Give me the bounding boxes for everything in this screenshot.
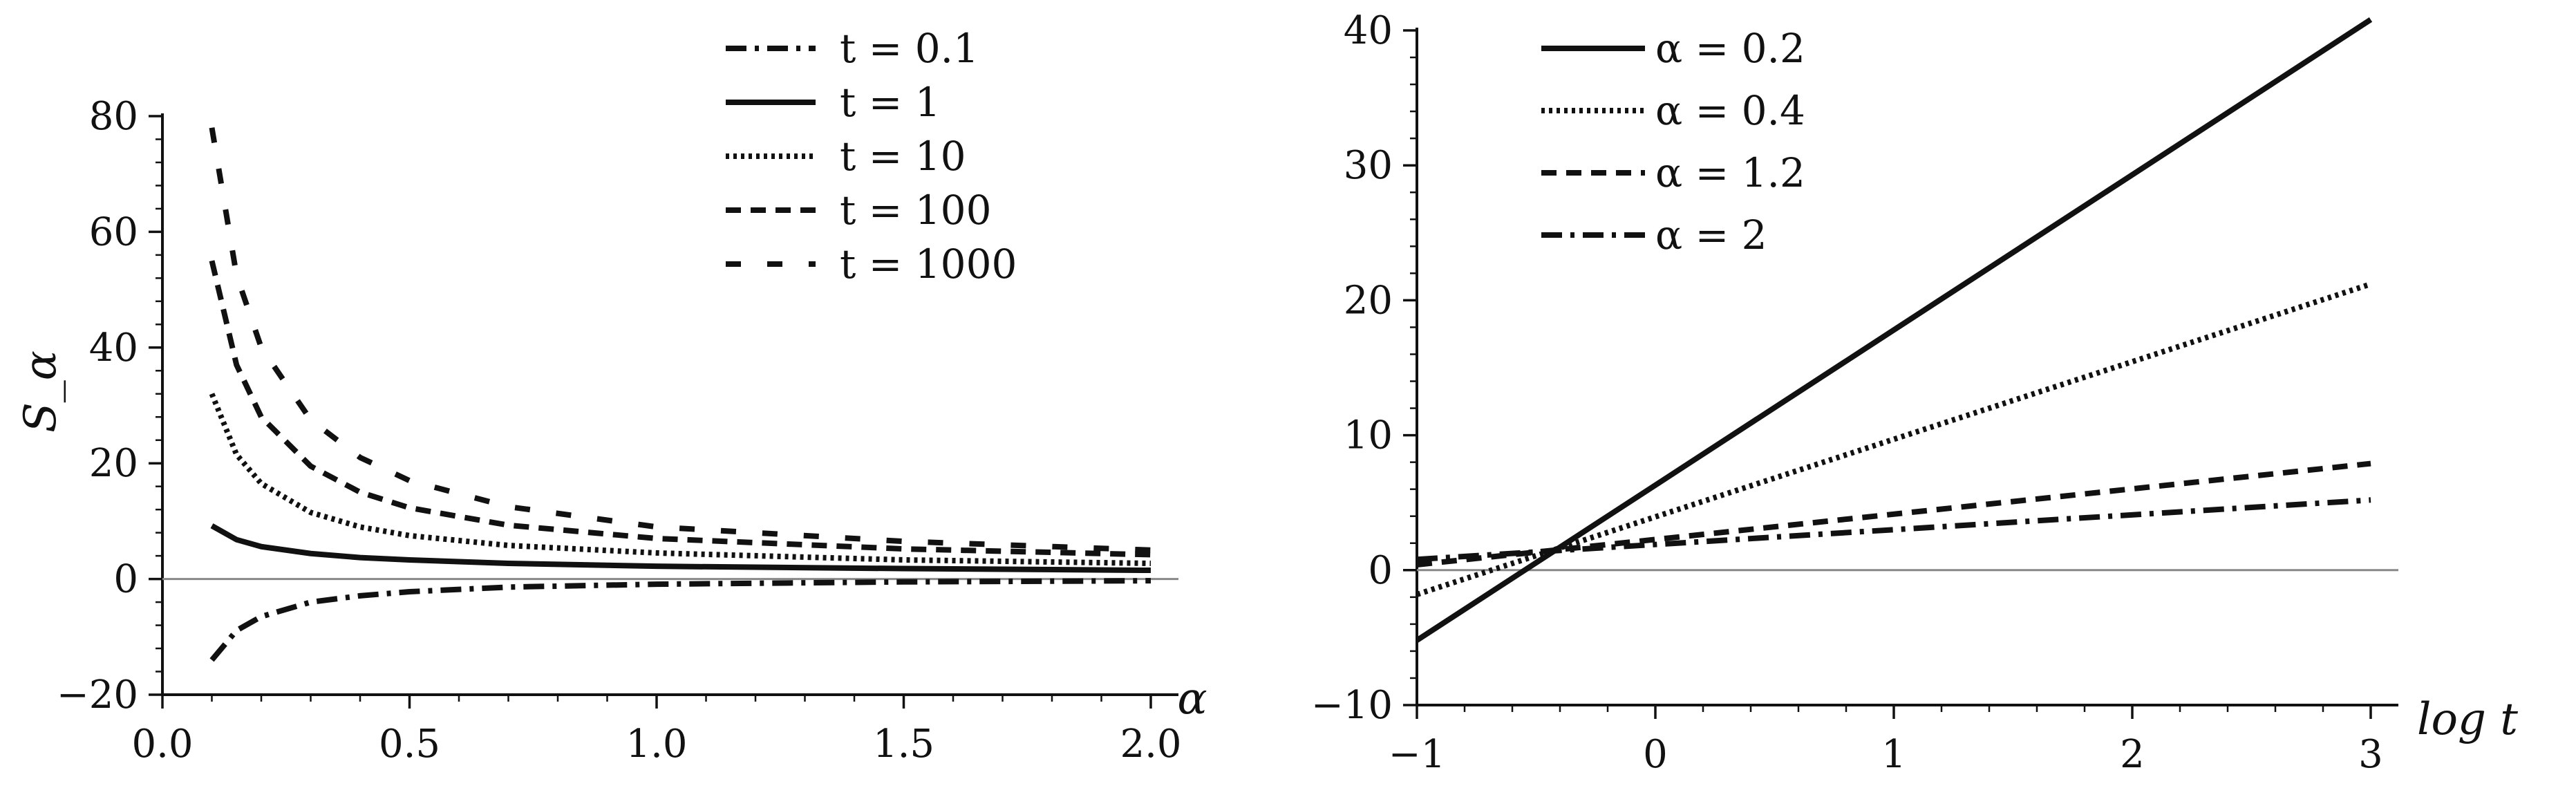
x-tick-label: 1.0 bbox=[626, 722, 687, 767]
left-plot: 0.0 0.5 1.0 1.5 2.0 −20 0 20 40 60 80 α S_α t = 0.1 t … bbox=[15, 25, 1207, 767]
x-tick-label: 3 bbox=[2358, 732, 2383, 777]
y-tick-label: 0 bbox=[113, 557, 138, 602]
series-line-1 bbox=[209, 578, 1151, 662]
y-axis-label: S_α bbox=[15, 350, 66, 433]
legend-label-1: α = 0.2 bbox=[1655, 25, 1805, 72]
y-tick-label: 30 bbox=[1344, 143, 1393, 188]
series-line-4 bbox=[209, 260, 1151, 558]
legend-label-4: α = 2 bbox=[1655, 212, 1767, 259]
x-tick-label: 2 bbox=[2120, 732, 2145, 777]
series-line-1 bbox=[1415, 17, 2373, 643]
legend-label-1: t = 0.1 bbox=[840, 25, 979, 72]
x-axis-label: log t bbox=[2417, 694, 2518, 745]
y-tick-label: 20 bbox=[89, 441, 138, 486]
y-tick-label: −20 bbox=[57, 673, 138, 718]
legend-label-2: t = 1 bbox=[840, 79, 941, 126]
legend-label-5: t = 1000 bbox=[840, 241, 1017, 288]
x-tick-label: 1 bbox=[1881, 732, 1906, 777]
x-tick-label: 0 bbox=[1643, 732, 1668, 777]
legend-label-3: t = 10 bbox=[840, 133, 966, 180]
legend-label-2: α = 0.4 bbox=[1655, 87, 1805, 134]
y-tick-label: 80 bbox=[89, 94, 138, 139]
x-tick-label: 2.0 bbox=[1120, 722, 1181, 767]
legend-label-4: t = 100 bbox=[840, 187, 991, 234]
x-tick-label: 0.5 bbox=[379, 722, 440, 767]
y-tick-label: 40 bbox=[89, 326, 138, 371]
y-tick-label: 20 bbox=[1344, 278, 1393, 323]
x-tick-label: −1 bbox=[1389, 732, 1446, 777]
y-tick-label: −10 bbox=[1311, 683, 1393, 728]
y-tick-label: 10 bbox=[1344, 413, 1393, 458]
x-tick-label: 1.5 bbox=[873, 722, 934, 767]
x-axis-label: α bbox=[1177, 673, 1207, 724]
series-line-3 bbox=[209, 393, 1151, 567]
series-line-3 bbox=[1416, 460, 2371, 568]
series-line-2 bbox=[210, 523, 1151, 574]
series-line-4 bbox=[1416, 497, 2371, 563]
y-tick-label: 40 bbox=[1344, 8, 1393, 53]
x-tick-label: 0.0 bbox=[131, 722, 193, 767]
legend-label-3: α = 1.2 bbox=[1655, 149, 1805, 196]
y-tick-label: 0 bbox=[1368, 548, 1393, 593]
y-tick-label: 60 bbox=[89, 209, 138, 254]
